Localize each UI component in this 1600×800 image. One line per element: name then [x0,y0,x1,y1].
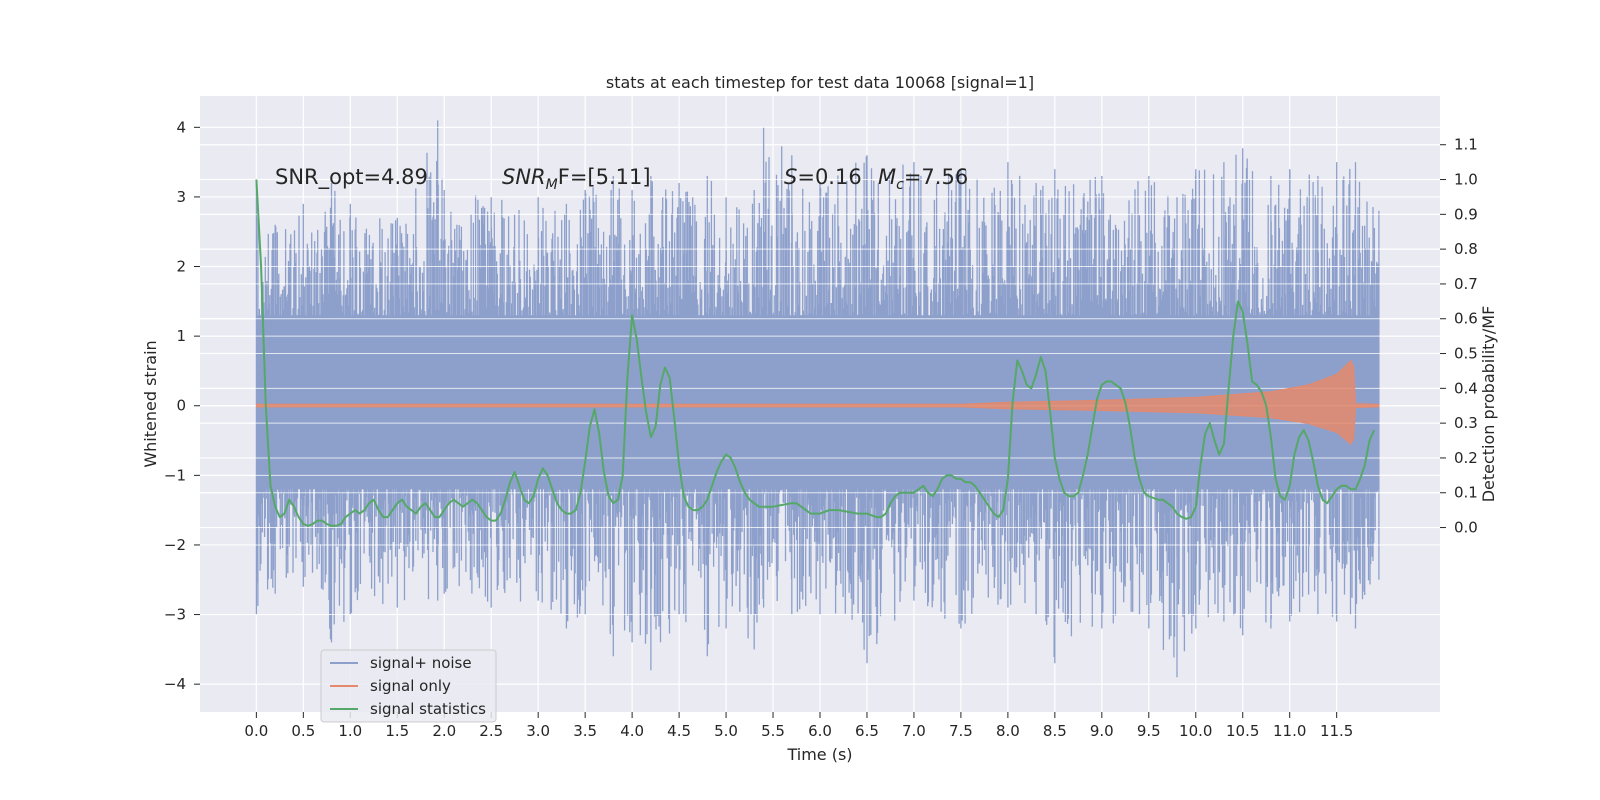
y-right-axis-ticks: 0.0 0.1 0.2 0.3 0.4 0.5 0.6 0.7 0.8 0.9 1.0 1.1 [1440,136,1478,537]
x-tick-label: 4.5 [667,722,691,740]
x-tick-label: 1.5 [385,722,409,740]
y-left-axis-ticks: −4 −3 −2 −1 0 1 2 3 4 [164,118,200,693]
y-left-tick-label: 3 [176,188,186,206]
x-tick-label: 10.0 [1179,722,1212,740]
y-right-tick-label: 0.1 [1454,484,1478,502]
annotation-snr-mf-subscript: M [546,177,558,193]
y-right-axis-label: Detection probability/MF [1479,306,1498,503]
x-tick-label: 8.5 [1043,722,1067,740]
x-tick-label: 0.5 [291,722,315,740]
x-tick-label: 2.5 [479,722,503,740]
y-left-tick-label: 0 [176,397,186,415]
y-right-tick-label: 0.0 [1454,519,1478,537]
y-left-tick-label: −4 [164,675,186,693]
annotation-s: S=0.16 [784,165,862,189]
x-tick-label: 11.5 [1320,722,1353,740]
y-right-tick-label: 0.2 [1454,449,1478,467]
y-right-tick-label: 0.4 [1454,379,1478,397]
legend-label-signal-noise: signal+ noise [370,654,472,672]
signal-noise-lower-spikes [255,405,1380,678]
y-left-axis-label: Whitened strain [141,340,160,467]
x-tick-label: 2.0 [432,722,456,740]
annotation-s-symbol: S [784,165,797,189]
series-signal-only [255,359,1380,446]
annotation-mc: Mc=7.56 [878,165,968,193]
x-axis-label: Time (s) [786,745,852,764]
signal-statistics-line [255,179,1376,527]
x-tick-label: 3.5 [573,722,597,740]
signal-only-envelope [255,359,1380,446]
annotation-snr-mf: SNRMF=[5.11] [502,165,651,193]
y-left-tick-label: −3 [164,606,186,624]
x-tick-label: 0.0 [244,722,268,740]
legend-label-signal-only: signal only [370,677,451,695]
legend: signal+ noise signal only signal statist… [320,649,497,723]
annotation-mc-symbol: M [878,165,896,189]
y-right-tick-label: 0.7 [1454,275,1478,293]
chart-title: stats at each timestep for test data 100… [606,73,1034,92]
x-tick-label: 5.5 [761,722,785,740]
y-right-tick-label: 1.1 [1454,136,1478,154]
plot-marks [200,120,1440,685]
y-right-tick-label: 0.9 [1454,205,1478,223]
y-right-tick-label: 0.5 [1454,345,1478,363]
y-left-tick-label: 2 [176,258,186,276]
y-left-tick-label: −1 [164,466,186,484]
y-left-tick-label: 1 [176,327,186,345]
legend-label-signal-statistics: signal statistics [370,700,486,718]
series-signal-statistics [255,179,1376,527]
x-tick-label: 6.0 [808,722,832,740]
y-right-tick-label: 0.3 [1454,414,1478,432]
x-axis-ticks: 0.0 0.5 1.0 1.5 2.0 2.5 3.0 3.5 4.0 4.5 5.0 5.5 6.0 6… [244,712,1353,740]
annotation-mc-value: =7.56 [904,165,968,189]
annotation-s-value: =0.16 [797,165,861,189]
y-right-tick-label: 0.8 [1454,240,1478,258]
x-tick-label: 5.0 [714,722,738,740]
x-tick-label: 10.5 [1226,722,1259,740]
x-tick-label: 1.0 [338,722,362,740]
x-tick-label: 4.0 [620,722,644,740]
x-tick-label: 7.0 [902,722,926,740]
x-tick-label: 6.5 [855,722,879,740]
x-tick-label: 8.0 [996,722,1020,740]
y-right-tick-label: 0.6 [1454,310,1478,328]
x-tick-label: 9.5 [1137,722,1161,740]
y-left-tick-label: 4 [176,118,186,136]
annotation-snr-mf-value: F=[5.11] [558,165,651,189]
annotation-snr-opt: SNR_opt=4.89 [275,165,428,190]
y-left-tick-label: −2 [164,536,186,554]
annotation-mc-subscript: c [896,177,904,193]
y-right-tick-label: 1.0 [1454,171,1478,189]
x-tick-label: 7.5 [949,722,973,740]
x-tick-label: 11.0 [1273,722,1306,740]
annotation-snr-mf-symbol: SNR [502,165,546,189]
x-tick-label: 9.0 [1090,722,1114,740]
x-tick-label: 3.0 [526,722,550,740]
legend-box [320,649,497,723]
